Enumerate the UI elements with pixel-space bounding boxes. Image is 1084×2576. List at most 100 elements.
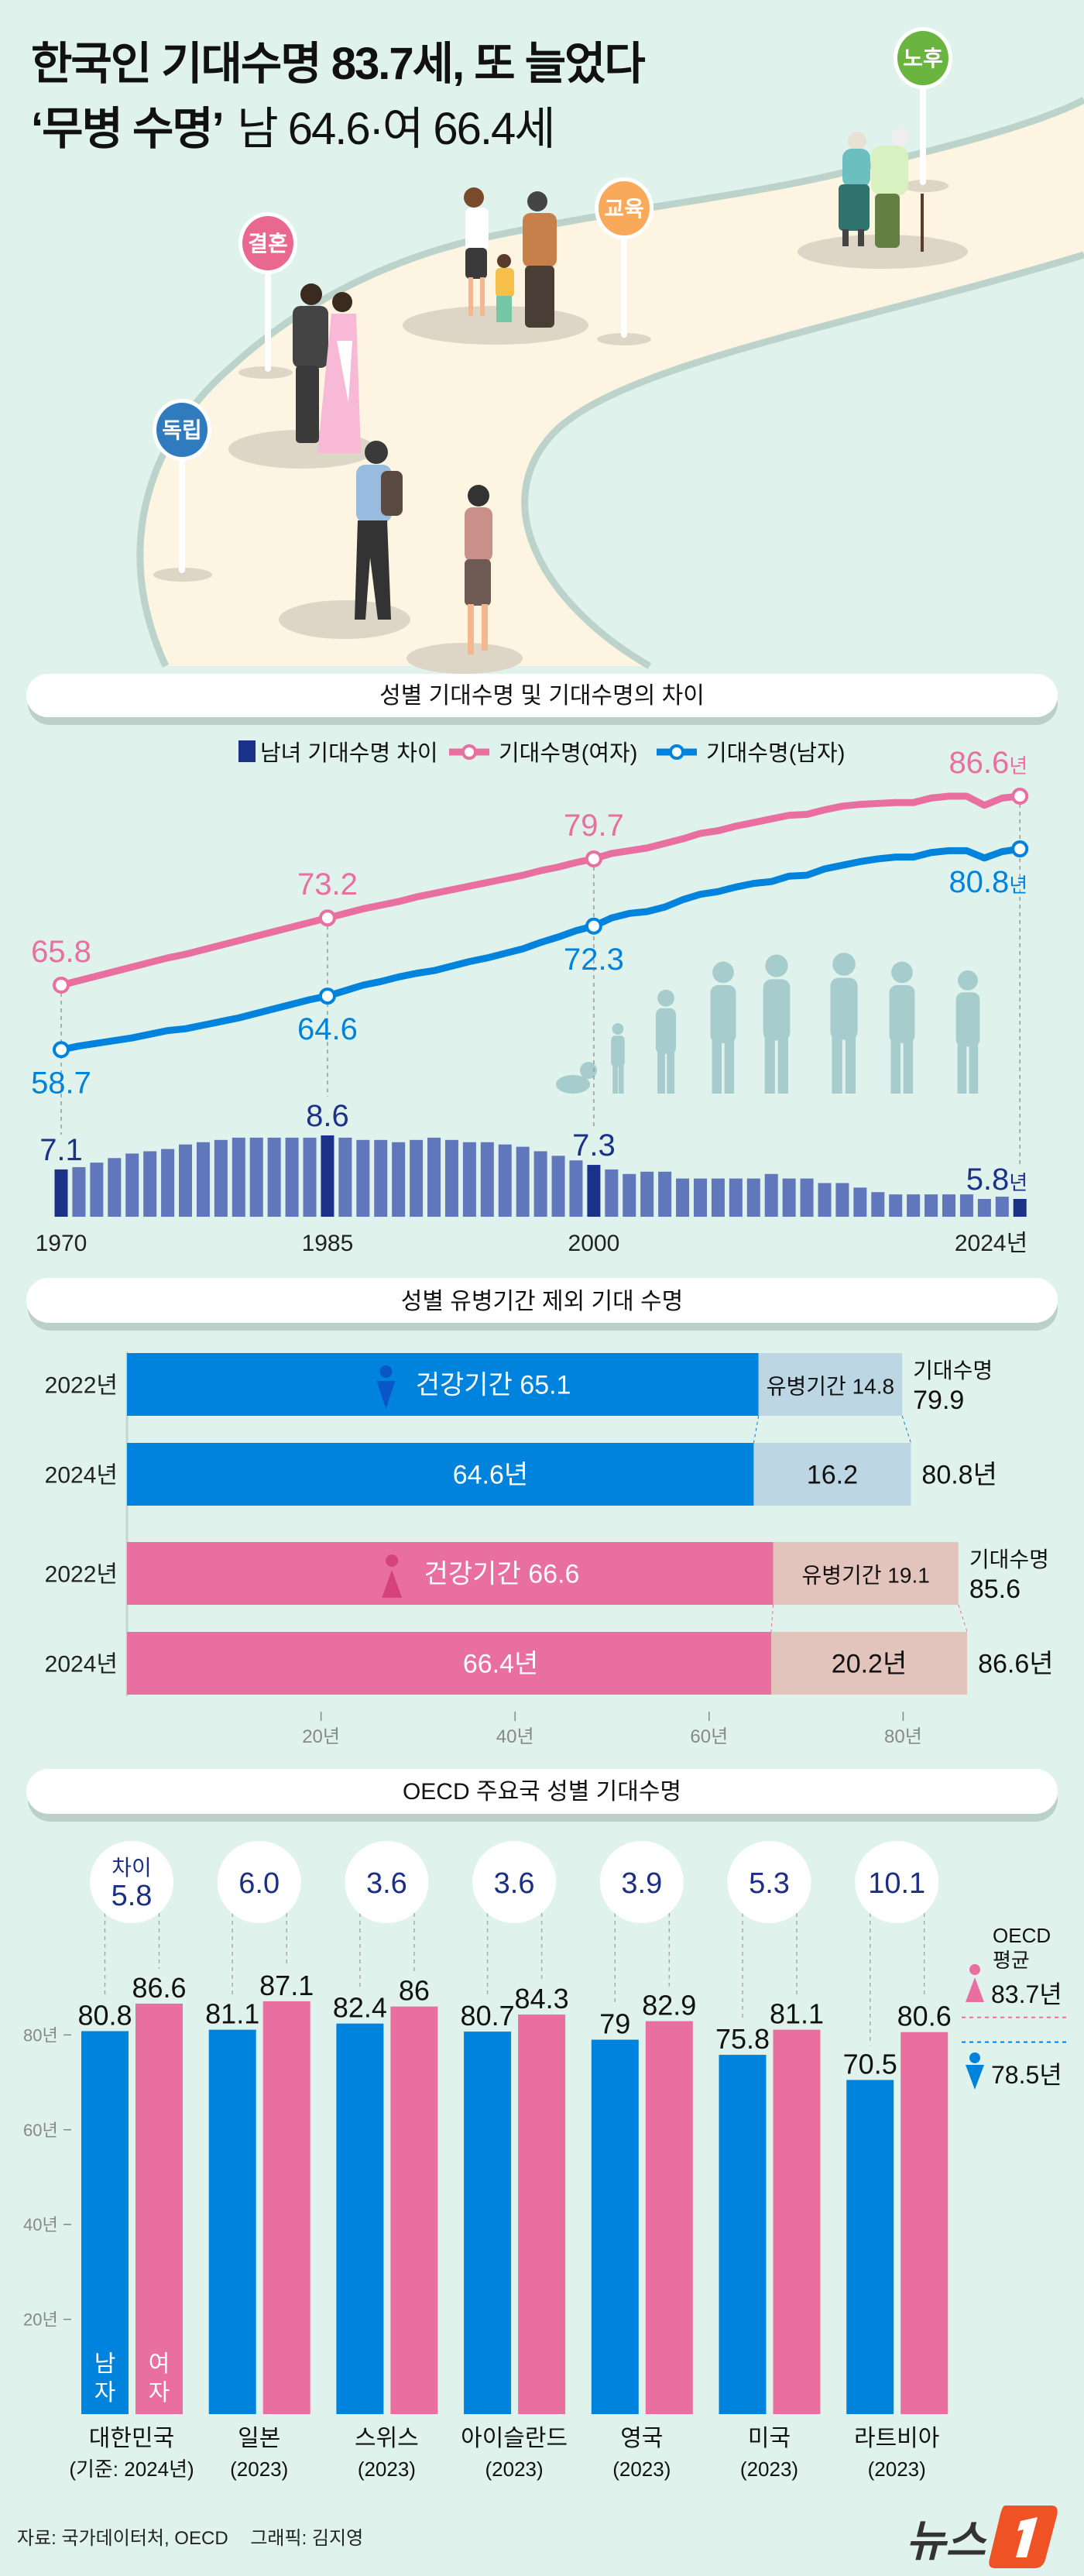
difference-value: 3.9: [621, 1867, 662, 1900]
couple-figure: [293, 283, 361, 453]
silhouette-head: [657, 989, 674, 1007]
legend-male-marker: [669, 744, 684, 760]
y-tick-label: 40년: [23, 2215, 58, 2234]
male-value-label: 72.3: [564, 943, 624, 977]
female-value-label: 81.1: [770, 1998, 824, 2030]
silhouette-body: [830, 977, 858, 1040]
legend-female-label: 기대수명(여자): [499, 740, 637, 766]
sick-label: 20.2년: [832, 1650, 907, 1679]
x-tick-label: 80년: [884, 1726, 922, 1747]
gap-bar-2023: [995, 1197, 1009, 1217]
gap-bar-2019: [924, 1194, 938, 1217]
gap-bar-2017: [889, 1194, 903, 1217]
section-oecd: OECD 주요국 성별 기대수명 20년40년60년80년차이5.880.886…: [23, 1769, 1069, 2481]
male-icon: [966, 2065, 984, 2090]
female-in-bar-label: 자: [149, 2380, 170, 2406]
male-value-label: 58.7: [31, 1066, 91, 1100]
female-value-label: 86: [399, 1975, 430, 2007]
chart-oecd: 20년 40년 60년 80년 차이5.8 80.886.6 대한민국 (기준: 2024년)…: [23, 1841, 1069, 2481]
gap-bar-2015: [853, 1187, 867, 1217]
female-value: 79.7: [564, 809, 624, 843]
gap-bar-2007: [711, 1178, 725, 1217]
total-label: 86.6년: [978, 1650, 1053, 1679]
country-name: 일본: [238, 2426, 280, 2451]
male-value-label: 80.8년: [948, 865, 1027, 899]
country-name: 스위스: [355, 2426, 419, 2451]
silhouette-body: [710, 984, 736, 1043]
person-icon-head: [379, 1365, 393, 1378]
subheadline-quote: ‘무병 수명’: [31, 104, 223, 154]
silhouette-head: [712, 961, 734, 984]
silhouette-body: [611, 1036, 625, 1067]
difference-bubble: [599, 1841, 684, 1923]
unit: 년: [1009, 1171, 1027, 1194]
silhouette-leg: [890, 1036, 901, 1094]
logo-wordmark: 뉴스: [906, 2516, 988, 2565]
sign-label: 교육: [604, 197, 644, 221]
silhouette-body: [955, 992, 980, 1047]
gap-bar-1996: [516, 1146, 530, 1217]
row-year-label: 2024년: [45, 1463, 118, 1489]
gap-bar-1972: [90, 1163, 104, 1217]
female-value-label: 82.9: [642, 1990, 696, 2021]
sign-pole: [920, 58, 926, 185]
gap-bar-1973: [108, 1158, 122, 1217]
gap-bar-2001: [605, 1169, 619, 1217]
healthy-label: 64.6년: [453, 1461, 528, 1490]
male-marker-2024: [1011, 840, 1029, 858]
section-title: OECD 주요국 성별 기대수명: [403, 1779, 681, 1805]
gap-bar-1988: [374, 1139, 388, 1217]
silhouette-leg: [777, 1032, 788, 1094]
gap-bar-1975: [143, 1151, 157, 1217]
silhouette-leg: [618, 1063, 624, 1094]
country-year: (2023): [230, 2458, 288, 2481]
female-bar-대한민국: [136, 2004, 183, 2414]
male-value-label: 75.8: [715, 2023, 770, 2055]
gap-value-label: 5.8년: [966, 1163, 1028, 1197]
female-icon: [382, 1570, 403, 1598]
difference-bubble: [472, 1841, 557, 1923]
total-title: 기대수명: [969, 1547, 1049, 1571]
sign-label: 노후: [903, 46, 943, 70]
healthy-label: 건강기간 65.1: [416, 1371, 571, 1400]
male-value-label: 82.4: [333, 1992, 387, 2024]
gap-bar-1970: [54, 1169, 68, 1217]
healthy-bar: [127, 1443, 754, 1506]
male-value-label: 81.1: [205, 1998, 259, 2030]
chart-healthy-life: 2022년 건강기간 65.1 유병기간 14.8 기대수명 79.9 2024년 64.6…: [45, 1352, 1054, 1747]
x-tick-label: 2024년: [955, 1231, 1027, 1256]
legend-gap-swatch: [238, 740, 256, 762]
gap-bar-2005: [676, 1178, 690, 1217]
difference-title: 차이: [111, 1856, 152, 1880]
connector-line: [901, 1415, 911, 1444]
country-name: 대한민국: [89, 2426, 174, 2451]
sign-0-disc: [156, 403, 208, 457]
silhouette-leg: [957, 1039, 967, 1094]
male-bar-아이슬란드: [464, 2032, 512, 2414]
gap-value-label: 8.6: [306, 1099, 349, 1133]
female-bar-라트비아: [900, 2032, 948, 2414]
silhouette-head: [765, 954, 788, 977]
gap-bar-1989: [392, 1142, 406, 1217]
silhouette-leg: [903, 1036, 914, 1094]
gap-bar-1985: [321, 1135, 334, 1217]
gap-value: 5.8: [966, 1163, 1010, 1197]
connector-line: [753, 1415, 760, 1444]
legend: 남녀 기대수명 차이 기대수명(여자) 기대수명(남자): [238, 740, 845, 766]
gap-bar-1979: [214, 1139, 228, 1217]
female-bar-미국: [773, 2029, 821, 2414]
y-tick-label: 80년: [23, 2025, 58, 2045]
legend-male-label: 기대수명(남자): [706, 740, 845, 766]
sick-bar: [758, 1353, 903, 1416]
sign-pole: [621, 208, 627, 338]
row-year-label: 2022년: [45, 1373, 118, 1399]
logo-mark-one: [1016, 2517, 1038, 2557]
section-life-expectancy-trend: 성별 기대수명 및 기대수명의 차이 남녀 기대수명 차이 기대수명(여자) 기…: [26, 674, 1058, 1256]
section-healthy-life: 성별 유병기간 제외 기대 수명 2022년 건강기간 65.1 유병기간 14.8…: [26, 1278, 1058, 1747]
section-title: 성별 기대수명 및 기대수명의 차이: [379, 683, 705, 709]
gap-bar-2006: [693, 1178, 707, 1217]
sign-2-disc: [599, 181, 650, 235]
elderly-couple-figure: [839, 128, 924, 252]
female-value-label: 87.1: [259, 1970, 314, 2001]
male-value-label: 64.6: [297, 1012, 358, 1046]
